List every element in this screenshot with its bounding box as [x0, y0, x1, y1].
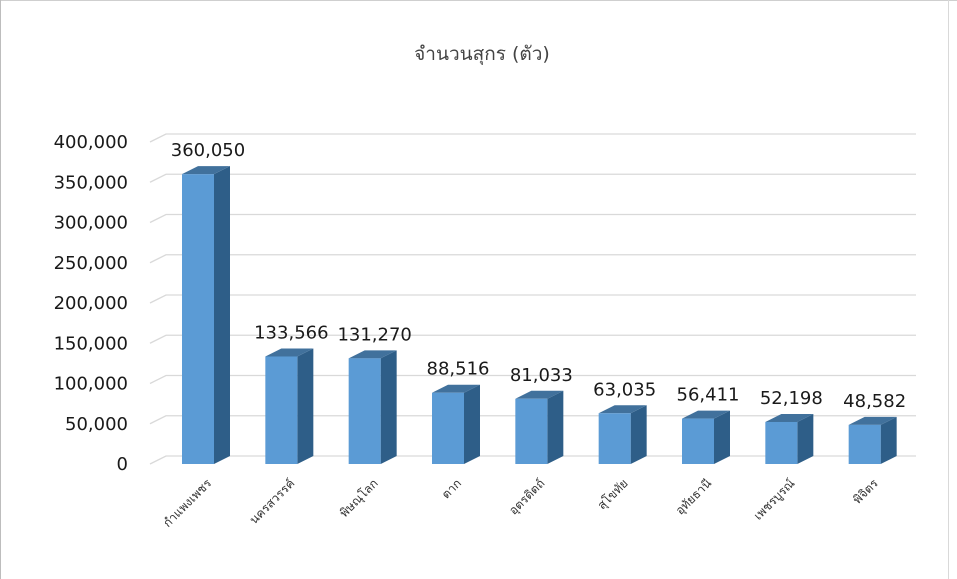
- data-label: 48,582: [843, 391, 906, 412]
- bar-top: [182, 166, 230, 175]
- data-label: 52,198: [760, 388, 823, 409]
- bar-side: [464, 384, 480, 464]
- bar-top: [265, 348, 314, 357]
- bar-side: [547, 390, 564, 464]
- chart-title: จำนวนสุกร (ตัว): [414, 43, 550, 66]
- gridline: [149, 173, 916, 183]
- category-label: พิษณุโลก: [337, 476, 382, 521]
- category-label: สุโขทัย: [595, 476, 632, 513]
- bar: [265, 348, 314, 464]
- bar-top: [348, 350, 397, 359]
- data-label: 360,050: [171, 140, 245, 161]
- bar-side: [880, 416, 897, 464]
- bar-side: [297, 348, 314, 464]
- data-label: 81,033: [510, 365, 573, 386]
- bar-top: [682, 410, 730, 419]
- data-labels: 360,050 133,566 131,270 88,516 81,033 63,035 5…: [171, 140, 906, 412]
- bar-top: [765, 413, 814, 422]
- bar-top: [848, 416, 897, 425]
- bar: [848, 416, 897, 464]
- bar-front: [348, 358, 381, 464]
- category-label: เพชรบูรณ์: [751, 476, 798, 523]
- y-tick-label: 350,000: [54, 172, 128, 193]
- bar-side: [630, 405, 647, 464]
- bar-side: [380, 350, 397, 464]
- bar: [432, 384, 480, 464]
- frame-left-border: [0, 0, 1, 579]
- bar: [598, 405, 647, 464]
- bar-front: [432, 392, 464, 464]
- y-tick-label: 0: [117, 454, 128, 475]
- bar: [348, 350, 397, 464]
- bar-front: [598, 413, 631, 464]
- baseline: [149, 455, 916, 465]
- gridline: [149, 294, 916, 304]
- bar-side: [214, 166, 230, 465]
- category-label: ตาก: [439, 476, 464, 501]
- gridline: [149, 334, 916, 344]
- bar-top: [515, 390, 564, 399]
- category-label: อุตรดิตถ์: [506, 476, 548, 518]
- bar-side: [797, 413, 814, 464]
- bar-front: [682, 418, 714, 464]
- y-tick-label: 250,000: [54, 253, 128, 274]
- bar: [515, 390, 564, 464]
- frame-top-border: [0, 0, 957, 1]
- bar: [182, 166, 230, 465]
- y-tick-label: 200,000: [54, 293, 128, 314]
- bar-front: [182, 174, 214, 465]
- category-labels: กำแพงเพชร นครสวรรค์ พิษณุโลก ตาก อุตรดิตถ์ สุ…: [160, 476, 881, 530]
- data-label: 133,566: [254, 322, 328, 343]
- bar-front: [848, 424, 881, 464]
- category-label: กำแพงเพชร: [160, 476, 214, 530]
- y-tick-label: 50,000: [65, 414, 128, 435]
- gridline: [149, 415, 916, 425]
- bars: [182, 166, 897, 465]
- category-label: อุทัยธานี: [673, 476, 715, 518]
- bar-front: [765, 421, 798, 464]
- gridline: [149, 213, 916, 224]
- bar-top: [432, 384, 480, 393]
- gridline: [149, 374, 916, 385]
- data-label: 131,270: [337, 324, 411, 345]
- gridlines: [149, 133, 916, 465]
- bar-side: [714, 410, 730, 464]
- y-axis-tick-labels: 0 50,000 100,000 150,000 200,000 250,000 300,0…: [54, 132, 128, 475]
- category-label: นครสวรรค์: [247, 476, 298, 527]
- bar: [682, 410, 730, 464]
- data-label: 63,035: [593, 379, 656, 400]
- y-tick-label: 150,000: [54, 333, 128, 354]
- bar: [765, 413, 814, 464]
- category-label: พิจิตร: [850, 476, 881, 507]
- y-tick-label: 400,000: [54, 132, 128, 153]
- gridline: [149, 133, 916, 143]
- bar-front: [265, 356, 298, 464]
- frame-right-border: [948, 0, 949, 579]
- data-label: 56,411: [677, 385, 740, 406]
- bar-front: [515, 398, 548, 464]
- y-tick-label: 100,000: [54, 374, 128, 395]
- y-tick-label: 300,000: [54, 213, 128, 234]
- gridline: [149, 254, 916, 264]
- data-label: 88,516: [427, 359, 490, 380]
- bar-top: [598, 405, 647, 414]
